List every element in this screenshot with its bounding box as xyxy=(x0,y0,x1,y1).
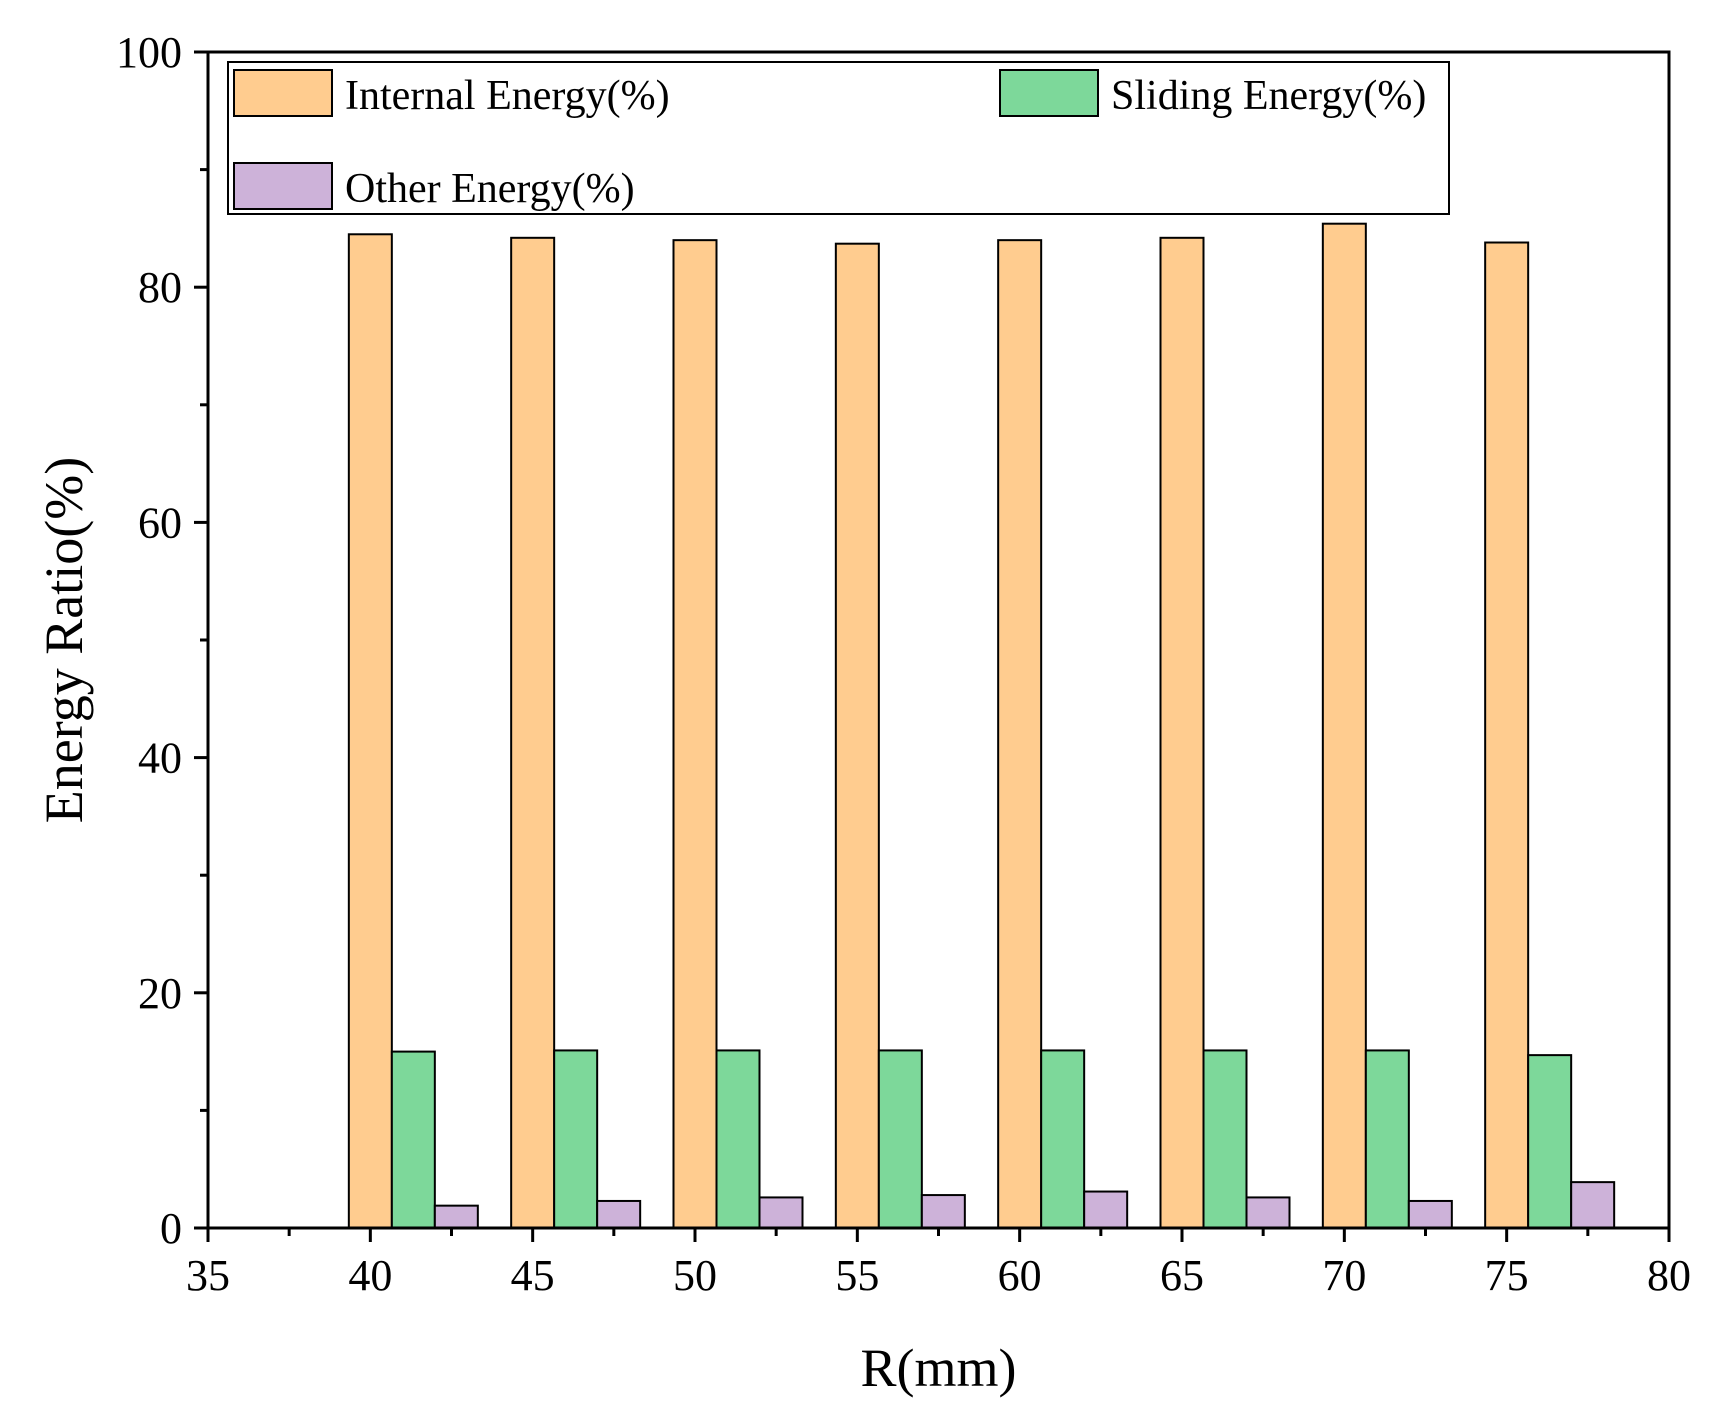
legend-swatch-internal xyxy=(233,69,333,117)
x-tick-label: 45 xyxy=(511,1251,555,1300)
bar-sliding-40 xyxy=(390,1050,436,1229)
y-tick-label: 40 xyxy=(138,734,182,783)
bar-other-40 xyxy=(433,1204,479,1230)
y-tick-label: 80 xyxy=(138,263,182,312)
bar-internal-60 xyxy=(997,239,1043,1230)
bar-sliding-55 xyxy=(877,1049,923,1229)
bar-internal-45 xyxy=(510,236,556,1230)
bar-sliding-70 xyxy=(1364,1049,1410,1229)
bar-sliding-65 xyxy=(1202,1049,1248,1229)
x-tick-label: 70 xyxy=(1322,1251,1366,1300)
legend-label-internal: Internal Energy(%) xyxy=(345,73,670,119)
bar-internal-40 xyxy=(347,233,393,1229)
bars-layer xyxy=(347,222,1616,1230)
bar-sliding-60 xyxy=(1040,1049,1086,1229)
y-tick-label: 20 xyxy=(138,969,182,1018)
y-tick-label: 60 xyxy=(138,498,182,547)
bar-sliding-75 xyxy=(1527,1054,1573,1230)
x-tick-label: 65 xyxy=(1160,1251,1204,1300)
bar-other-75 xyxy=(1570,1181,1616,1229)
y-axis-title: Energy Ratio(%) xyxy=(34,457,94,823)
bar-internal-75 xyxy=(1484,241,1530,1229)
x-tick-label: 80 xyxy=(1647,1251,1691,1300)
x-tick-label: 35 xyxy=(186,1251,230,1300)
bar-internal-65 xyxy=(1159,236,1205,1230)
bar-internal-50 xyxy=(672,239,718,1230)
bar-other-45 xyxy=(596,1199,642,1230)
legend-swatch-other xyxy=(233,162,333,210)
legend-label-sliding: Sliding Energy(%) xyxy=(1111,73,1426,119)
bar-sliding-45 xyxy=(553,1049,599,1229)
x-axis-title: R(mm) xyxy=(861,1338,1017,1398)
bar-other-60 xyxy=(1083,1190,1129,1229)
bar-internal-55 xyxy=(834,242,880,1230)
x-tick-label: 55 xyxy=(835,1251,879,1300)
legend-swatch-sliding xyxy=(999,69,1099,117)
x-tick-label: 50 xyxy=(673,1251,717,1300)
legend-box xyxy=(227,61,1450,215)
legend-label-other: Other Energy(%) xyxy=(345,166,635,212)
y-tick-label: 0 xyxy=(160,1204,182,1253)
bar-internal-70 xyxy=(1321,222,1367,1230)
bar-other-55 xyxy=(920,1194,966,1230)
bar-sliding-50 xyxy=(715,1049,761,1229)
legend: Internal Energy(%) Sliding Energy(%) Other… xyxy=(227,61,1450,215)
x-tick-label: 60 xyxy=(998,1251,1042,1300)
y-tick-label: 100 xyxy=(116,28,182,77)
x-tick-label: 40 xyxy=(348,1251,392,1300)
bar-other-65 xyxy=(1245,1196,1291,1229)
bar-other-70 xyxy=(1407,1199,1453,1230)
x-tick-label: 75 xyxy=(1485,1251,1529,1300)
axes-layer: 0 20 40 60 80 100 35 40 45 50 55 60 65 70 75 80 xyxy=(116,28,1691,1300)
bar-other-50 xyxy=(758,1196,804,1229)
